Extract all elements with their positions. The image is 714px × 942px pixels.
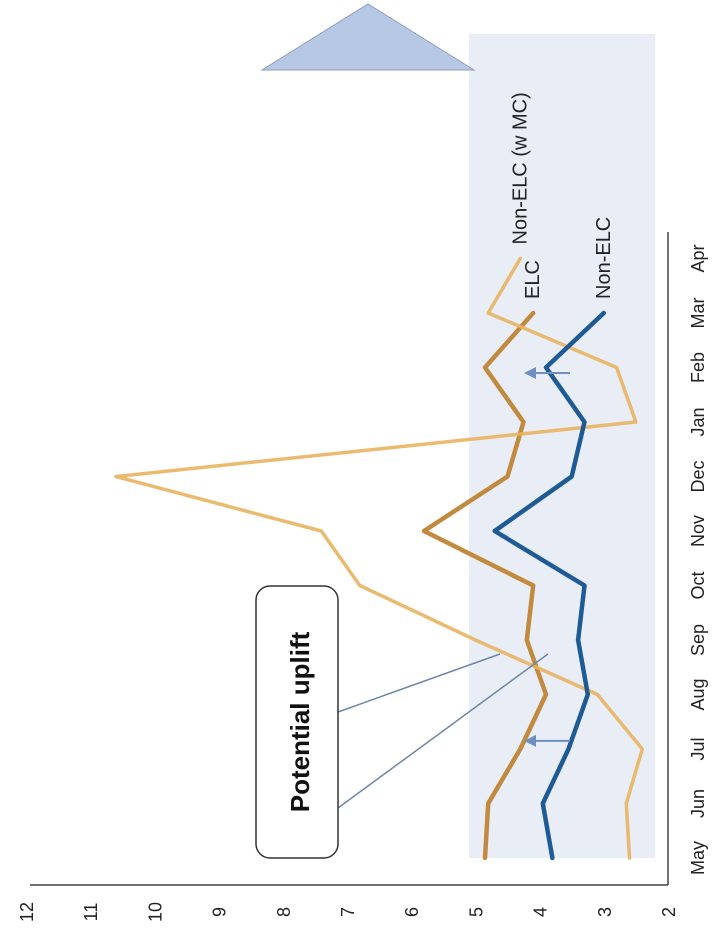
value-tick-label: 8 [274, 907, 294, 917]
value-tick-label: 7 [338, 907, 358, 917]
value-tick-label: 9 [210, 907, 230, 917]
callout-pointer-lower [337, 653, 549, 809]
month-tick-label: Oct [688, 571, 708, 599]
month-tick-label: Mar [688, 297, 708, 328]
triangle-marker [260, 3, 476, 71]
month-tick-label: Apr [688, 244, 708, 272]
uplift-arrowhead [524, 734, 536, 747]
value-tick-label: 3 [595, 907, 615, 917]
value-tick-label: 11 [81, 903, 101, 922]
series-line-non-elc [492, 310, 607, 861]
value-tick-label: 6 [402, 907, 422, 917]
month-tick-label: Jul [688, 737, 708, 760]
uplift-arrowhead [524, 366, 536, 379]
month-tick-label: Jan [688, 407, 708, 436]
month-tick-label: May [688, 841, 708, 875]
series-label-non-elc: Non-ELC [593, 217, 615, 299]
month-tick-label: Feb [688, 352, 708, 383]
value-tick-label: 2 [659, 907, 679, 917]
callout-pointer-upper [337, 653, 501, 713]
month-tick-label: Nov [688, 515, 708, 547]
series-line-non-elc-wmc [114, 256, 645, 860]
month-tick-label: Aug [688, 678, 708, 710]
series-label-non-elc-wmc: Non-ELC (w MC) [509, 92, 531, 244]
callout-box [255, 585, 339, 859]
value-tick-label: 5 [466, 907, 486, 917]
shaded-band [468, 34, 656, 858]
callout-text: Potential uplift [285, 631, 315, 812]
month-tick-label: Jun [688, 789, 708, 818]
month-tick-label: Dec [688, 460, 708, 492]
series-line-elc [421, 310, 549, 861]
series-label-elc: ELC [522, 260, 544, 299]
month-tick-label: Sep [688, 624, 708, 656]
value-tick-label: 10 [145, 902, 165, 922]
value-tick-label: 4 [531, 907, 551, 917]
value-tick-label: 12 [17, 902, 37, 922]
potential-uplift-callout: Potential uplift [255, 585, 549, 859]
